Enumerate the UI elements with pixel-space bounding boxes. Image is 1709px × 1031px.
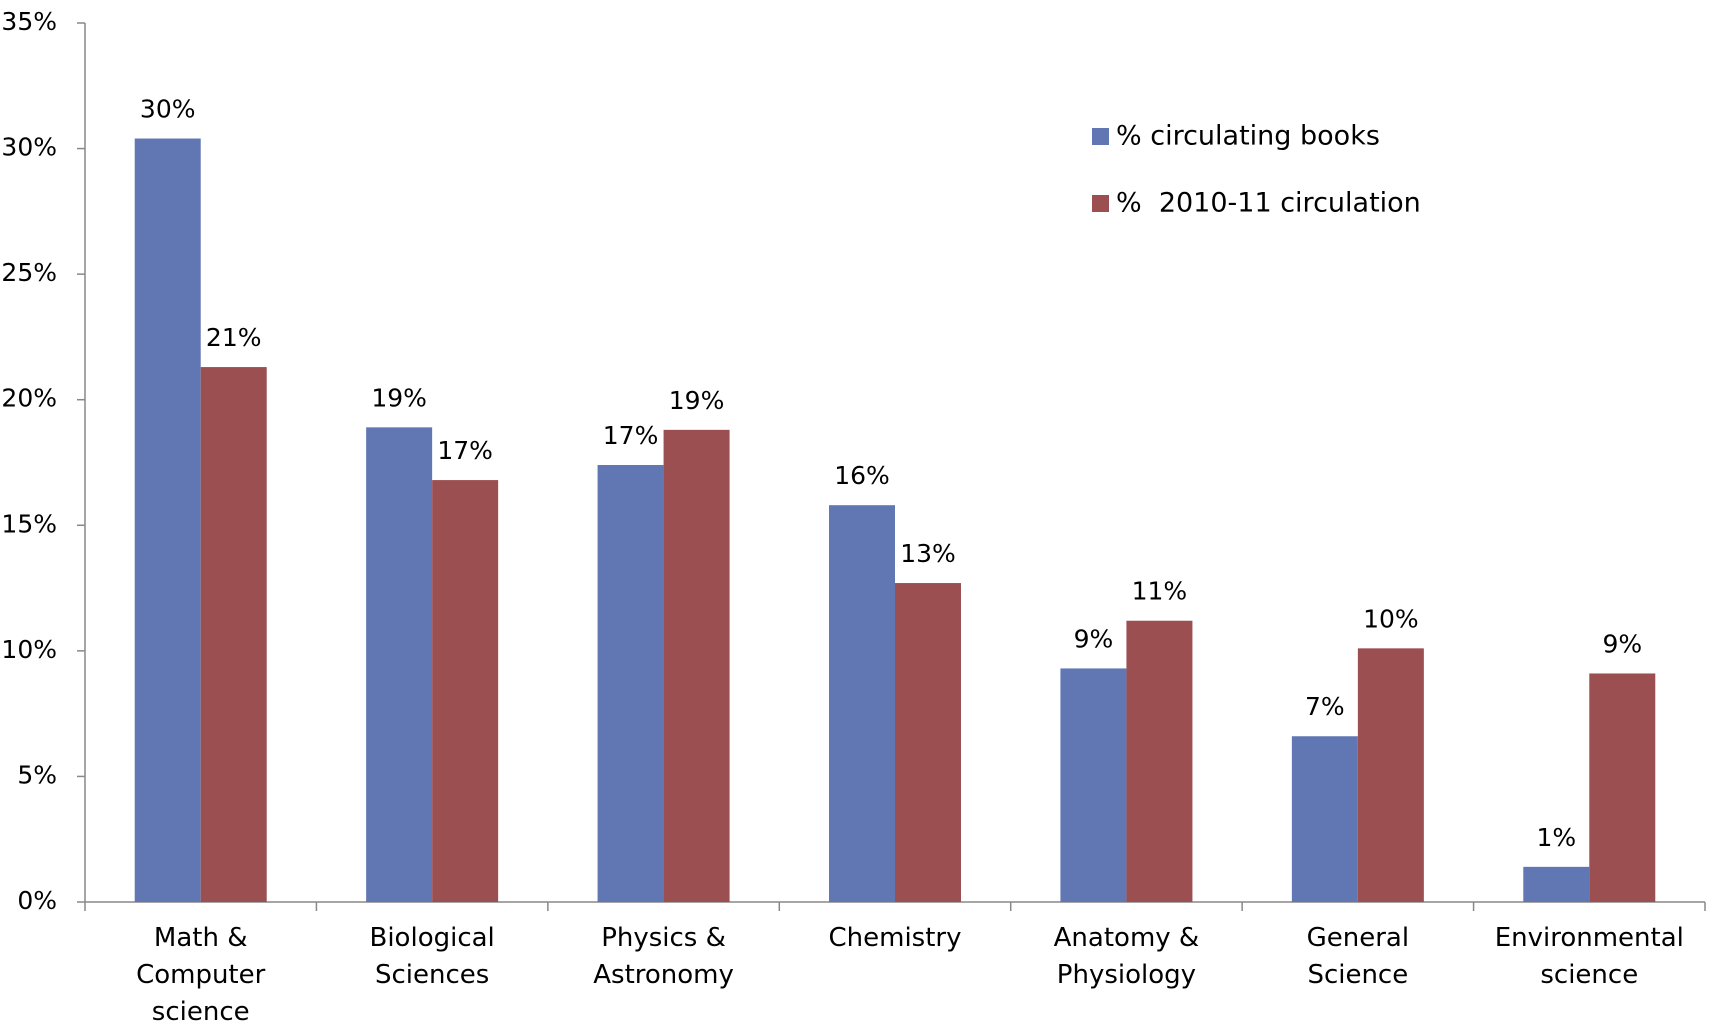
data-label: 11% [1132, 577, 1188, 606]
x-tick-label: Environmental science [1494, 923, 1684, 990]
bar [663, 429, 730, 902]
bar [895, 583, 961, 902]
legend-label: % circulating books [1116, 121, 1380, 152]
legend-swatch [1092, 195, 1109, 212]
bar [366, 427, 433, 902]
x-tick-label: Biological Sciences [369, 923, 495, 990]
bar [200, 367, 267, 903]
bar [134, 138, 201, 903]
bar [432, 480, 499, 902]
bar [1523, 866, 1590, 902]
x-tick-label: Math & Computer science [136, 923, 266, 1027]
legend-label: % 2010-11 circulation [1116, 188, 1421, 219]
bar [1357, 648, 1424, 902]
bar [829, 505, 895, 902]
data-label: 30% [140, 95, 196, 124]
data-label: 19% [669, 386, 725, 415]
x-tick-label: General Science [1306, 923, 1410, 990]
data-label: 10% [1363, 604, 1419, 633]
y-tick-label: 35% [1, 7, 57, 36]
y-tick-label: 0% [17, 886, 57, 915]
x-tick-label: Chemistry [828, 923, 962, 953]
data-label: 13% [900, 539, 956, 568]
bar [597, 465, 664, 902]
data-label: 9% [1074, 624, 1114, 653]
bar [1589, 673, 1656, 902]
legend-swatch [1092, 128, 1109, 145]
data-label: 17% [437, 436, 493, 465]
data-label: 16% [834, 461, 890, 490]
bar [1126, 620, 1193, 902]
y-tick-label: 10% [1, 635, 57, 664]
data-label: 17% [603, 421, 659, 450]
x-tick-label: Anatomy & Physiology [1053, 923, 1200, 990]
data-label: 9% [1602, 629, 1642, 658]
x-tick-label: Physics & Astronomy [593, 923, 734, 990]
y-tick-label: 20% [1, 384, 57, 413]
bar [1060, 668, 1127, 902]
data-label: 7% [1305, 692, 1345, 721]
y-tick-label: 30% [1, 133, 57, 162]
data-label: 21% [206, 323, 262, 352]
y-tick-label: 15% [1, 509, 57, 538]
data-label: 19% [371, 383, 427, 412]
bar [1291, 736, 1358, 902]
y-tick-label: 5% [17, 760, 57, 789]
data-label: 1% [1536, 823, 1576, 852]
y-tick-label: 25% [1, 258, 57, 287]
